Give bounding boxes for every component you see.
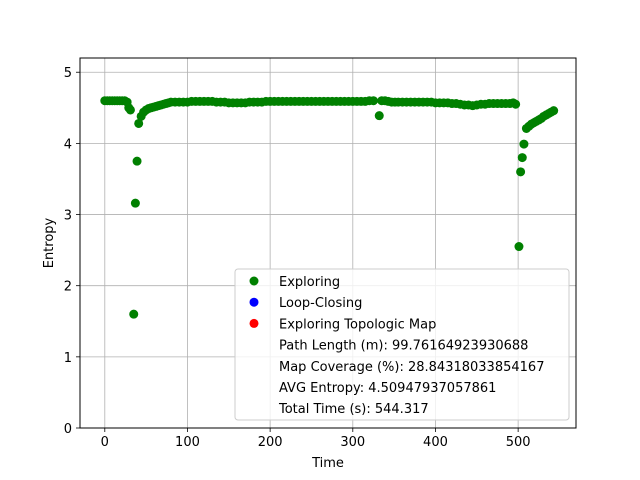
legend-marker xyxy=(249,318,259,328)
exploring-point xyxy=(134,118,144,128)
y-tick-label: 0 xyxy=(64,422,72,437)
legend-entry-label: Exploring xyxy=(279,275,340,290)
legend-box xyxy=(234,268,570,421)
legend-entry-label: Exploring Topologic Map xyxy=(279,317,436,332)
exploring-point xyxy=(516,167,526,177)
data-points xyxy=(100,96,559,319)
exploring-point xyxy=(514,242,524,252)
legend-entry-label: Map Coverage (%): 28.84318033854167 xyxy=(279,360,544,375)
exploring-point xyxy=(519,139,529,149)
x-tick-label: 300 xyxy=(340,435,365,450)
y-tick-label: 5 xyxy=(64,66,72,81)
x-tick-label: 100 xyxy=(175,435,200,450)
legend-entry-label: Loop-Closing xyxy=(279,296,362,311)
y-tick-label: 1 xyxy=(64,351,72,366)
exploring-point xyxy=(130,198,140,208)
x-tick-label: 400 xyxy=(423,435,448,450)
legend: Exploring Loop-Closing Exploring Topologic… xyxy=(234,268,570,421)
exploring-point xyxy=(549,106,559,116)
legend-entry-label: AVG Entropy: 4.50947937057861 xyxy=(279,381,496,396)
exploring-point xyxy=(368,96,378,106)
exploring-point xyxy=(511,99,521,109)
legend-entry-label: Path Length (m): 99.76164923930688 xyxy=(279,339,528,354)
y-tick-label: 3 xyxy=(64,209,72,224)
grid xyxy=(80,58,576,429)
x-tick-label: 0 xyxy=(101,435,109,450)
exploring-point xyxy=(129,309,139,319)
plot-frame xyxy=(79,57,577,429)
axis-ticks: 0 100 200 300 400 500 0 1 2 3 4 5 xyxy=(64,66,531,450)
legend-marker xyxy=(249,297,259,307)
legend-marker xyxy=(249,276,259,286)
exploring-point xyxy=(517,153,527,163)
y-tick-label: 2 xyxy=(64,280,72,295)
exploring-point xyxy=(374,111,384,121)
legend-entry-label: Total Time (s): 544.317 xyxy=(278,402,429,417)
x-tick-label: 500 xyxy=(506,435,531,450)
y-tick-label: 4 xyxy=(64,137,72,152)
x-tick-label: 200 xyxy=(258,435,283,450)
exploring-point xyxy=(132,156,142,166)
exploring-point xyxy=(125,105,135,115)
y-axis-label: Entropy xyxy=(42,217,57,268)
x-axis-label: Time xyxy=(311,456,344,471)
